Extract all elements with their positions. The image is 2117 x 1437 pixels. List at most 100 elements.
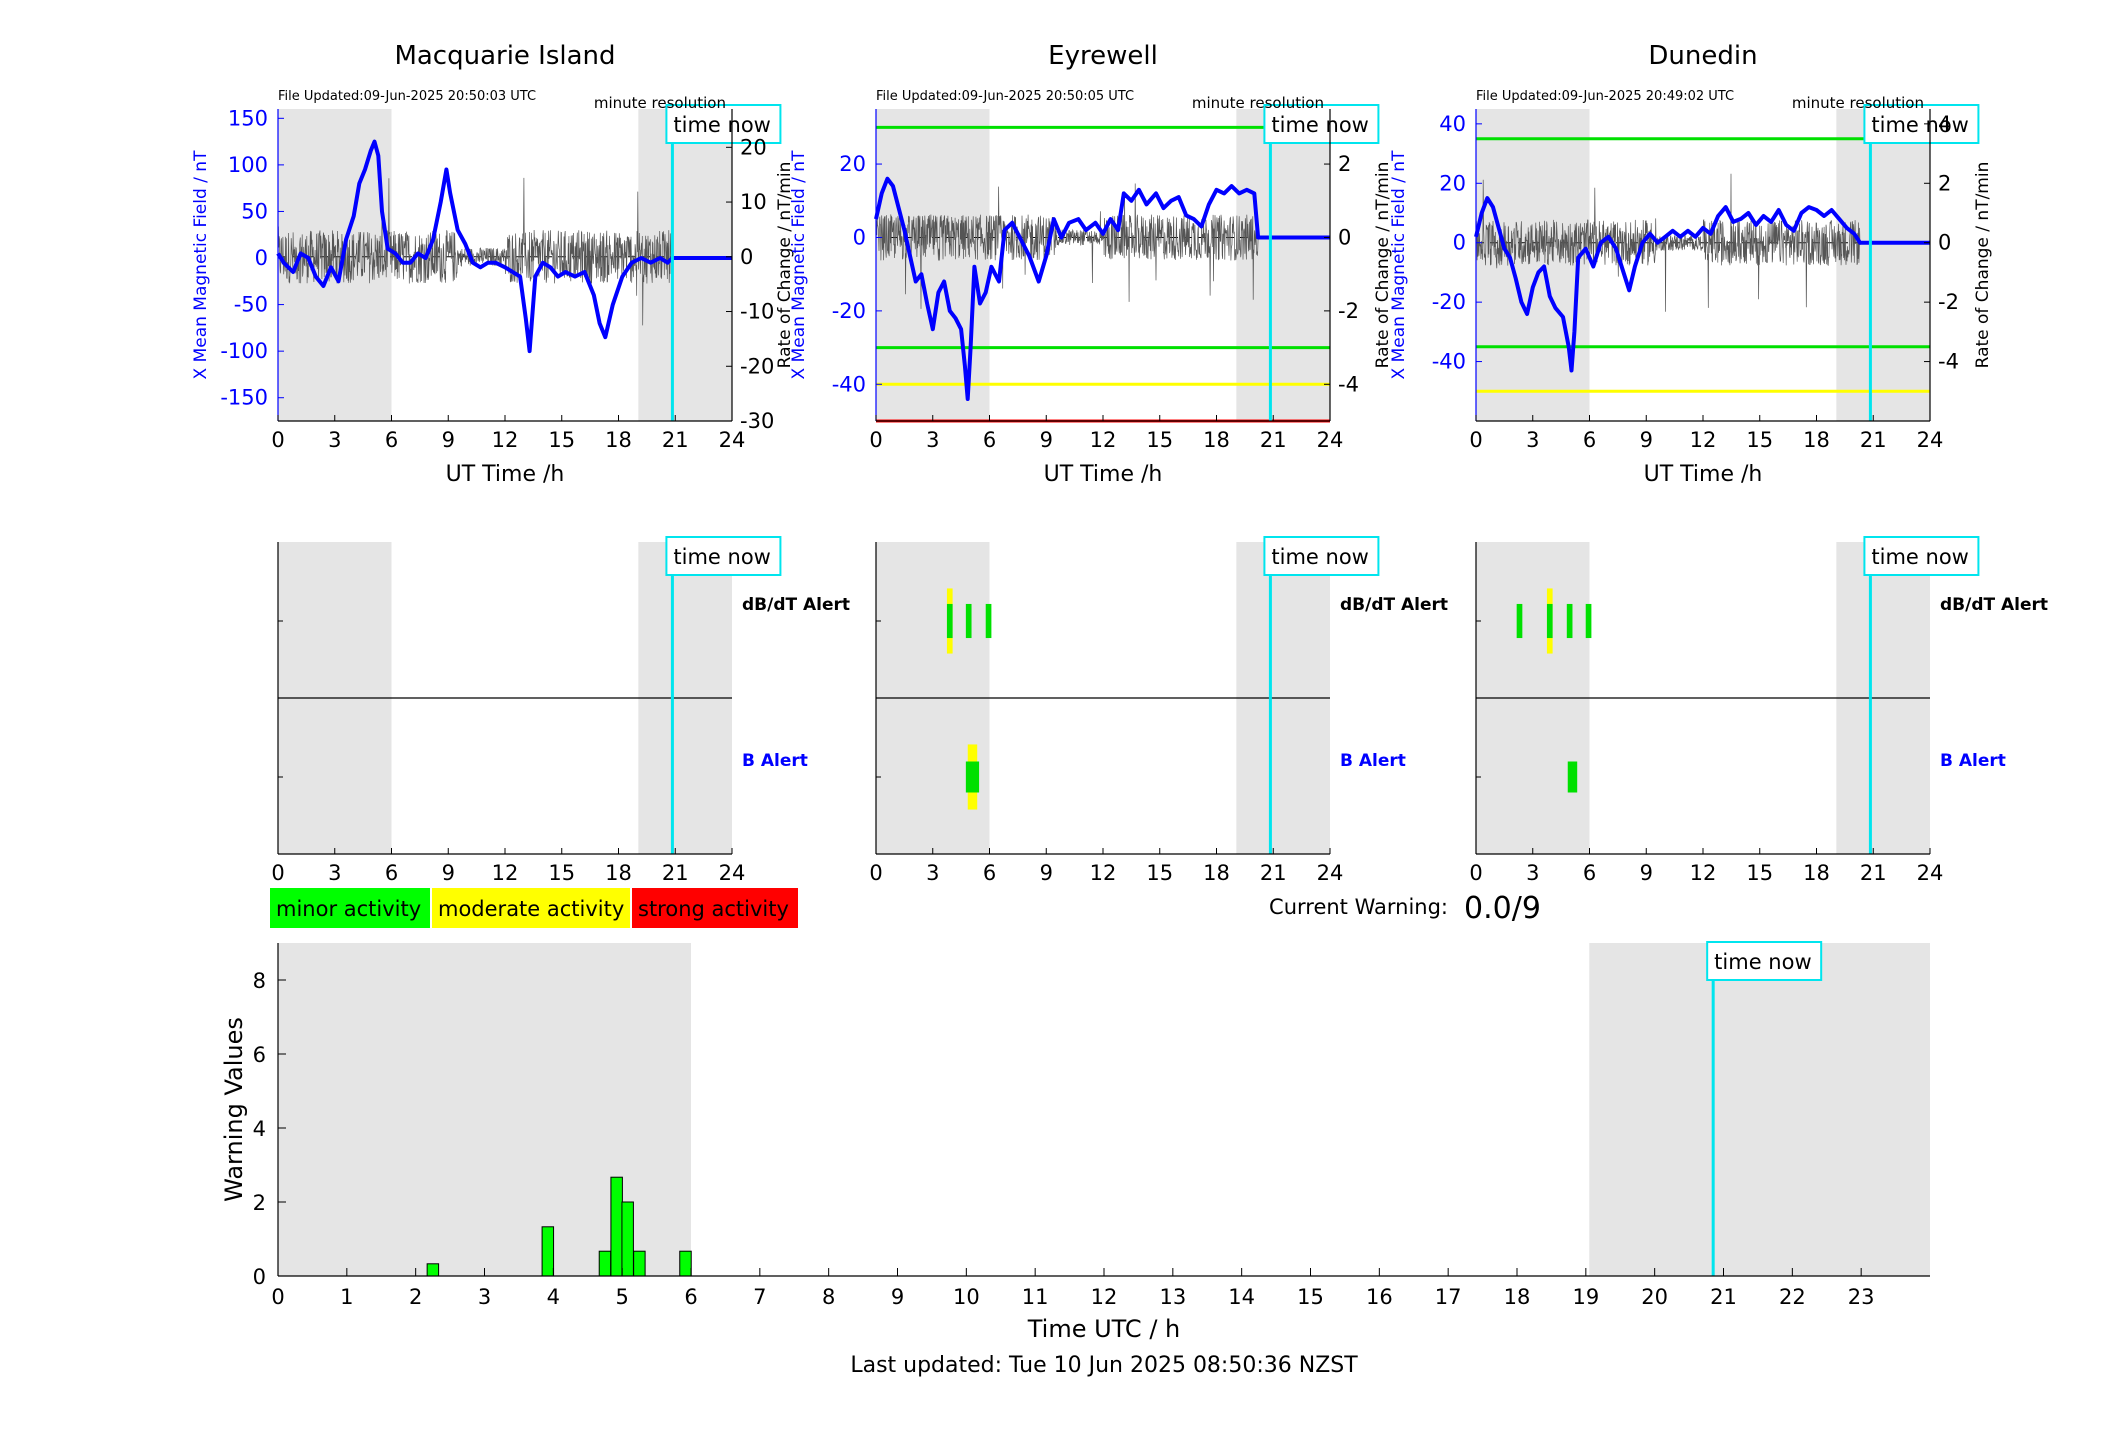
dbdt-alert-mark: [946, 603, 953, 639]
y-tick-label-right: -4: [1938, 350, 1959, 374]
resolution-text: minute resolution: [594, 94, 726, 112]
alert-x-tick-label: 21: [1860, 861, 1887, 885]
warning-x-tick-label: 18: [1504, 1285, 1531, 1309]
x-tick-label: 6: [983, 428, 996, 452]
warning-bar: [541, 1226, 555, 1277]
y-tick-label-left: 20: [839, 152, 866, 176]
warning-bar: [426, 1263, 440, 1277]
warning-y-tick-label: 4: [253, 1117, 266, 1141]
y-axis-label-left: X Mean Magnetic Field / nT: [789, 150, 809, 380]
y-tick-label-left: 0: [1453, 231, 1466, 255]
alert-x-tick-label: 12: [1690, 861, 1717, 885]
y-tick-label-right: 2: [1338, 152, 1351, 176]
last-updated-footer: Last updated: Tue 10 Jun 2025 08:50:36 N…: [850, 1353, 1358, 1378]
x-tick-label: 3: [926, 428, 939, 452]
warning-x-tick-label: 6: [684, 1285, 697, 1309]
x-tick-label: 24: [1917, 428, 1944, 452]
x-tick-label: 9: [1040, 428, 1053, 452]
warning-x-tick-label: 21: [1710, 1285, 1737, 1309]
warning-x-tick-label: 11: [1022, 1285, 1049, 1309]
warning-x-tick-label: 22: [1779, 1285, 1806, 1309]
warning-x-tick-label: 0: [271, 1285, 284, 1309]
alert-x-tick-label: 12: [1090, 861, 1117, 885]
warning-x-tick-label: 19: [1572, 1285, 1599, 1309]
y-axis-label-left: X Mean Magnetic Field / nT: [191, 150, 211, 380]
x-tick-label: 6: [385, 428, 398, 452]
y-axis-label-right: Rate of Change / nT/min: [775, 162, 795, 369]
warning-x-tick-label: 15: [1297, 1285, 1324, 1309]
x-tick-label: 18: [605, 428, 632, 452]
magnetic-field-series: [874, 176, 1330, 401]
warning-x-tick-label: 20: [1641, 1285, 1668, 1309]
x-tick-label: 0: [1469, 428, 1482, 452]
warning-x-tick-label: 12: [1091, 1285, 1118, 1309]
alert-x-tick-label: 18: [1803, 861, 1830, 885]
warning-y-tick-label: 0: [253, 1265, 266, 1289]
night-shade: [1836, 109, 1930, 421]
y-tick-label-right: -2: [1938, 290, 1959, 314]
y-tick-label-right: 0: [740, 245, 753, 269]
x-tick-label: 18: [1803, 428, 1830, 452]
legend-label: strong activity: [638, 897, 789, 921]
warning-bar: [598, 1250, 612, 1277]
y-tick-label-right: -30: [740, 409, 774, 433]
warning-x-tick-label: 3: [478, 1285, 491, 1309]
warning-bar: [621, 1201, 634, 1277]
magnetic-field-series: [276, 139, 732, 354]
warning-x-tick-label: 9: [891, 1285, 904, 1309]
alert-time-now-box: [1863, 536, 1980, 576]
warning-y-axis-label: Warning Values: [220, 1017, 248, 1202]
y-tick-label-right: 10: [740, 190, 767, 214]
dbdt-alert-mark: [1585, 603, 1592, 639]
night-shade: [1236, 109, 1330, 421]
warning-bar: [679, 1250, 692, 1277]
warning-x-tick-label: 7: [753, 1285, 766, 1309]
alert-x-tick-label: 3: [926, 861, 939, 885]
dbdt-alert-label: dB/dT Alert: [1340, 595, 1448, 615]
x-tick-label: 15: [1746, 428, 1773, 452]
dbdt-alert-mark: [985, 603, 992, 639]
warning-y-tick-label: 2: [253, 1191, 266, 1215]
legend-label: minor activity: [276, 897, 421, 921]
legend-swatch: [432, 888, 630, 928]
current-warning-label: Current Warning:: [1269, 895, 1448, 919]
y-tick-label-left: 20: [1439, 171, 1466, 195]
y-tick-label-right: 4: [1938, 112, 1951, 136]
warning-x-tick-label: 2: [409, 1285, 422, 1309]
alert-x-tick-label: 3: [1526, 861, 1539, 885]
b-alert-label: B Alert: [1340, 751, 1406, 771]
warning-time-now-label: time now: [1714, 950, 1811, 974]
alert-x-tick-label: 0: [869, 861, 882, 885]
b-alert-label: B Alert: [742, 751, 808, 771]
warning-time-now-box: [1706, 941, 1823, 981]
file-updated-text: File Updated:09-Jun-2025 20:50:03 UTC: [278, 89, 536, 104]
b-alert-label: B Alert: [1940, 751, 2006, 771]
time-now-box: [665, 104, 782, 144]
alert-x-tick-label: 15: [1746, 861, 1773, 885]
dbdt-alert-mark: [1546, 603, 1553, 639]
alert-x-tick-label: 9: [1040, 861, 1053, 885]
time-now-box: [1863, 104, 1980, 144]
y-tick-label-left: -40: [832, 372, 866, 396]
alert-x-tick-label: 3: [328, 861, 341, 885]
legend-label: moderate activity: [438, 897, 624, 921]
time-now-box: [1263, 104, 1380, 144]
alert-time-now-box: [1263, 536, 1380, 576]
warning-x-tick-label: 4: [547, 1285, 560, 1309]
time-now-label: time now: [1271, 113, 1368, 137]
x-tick-label: 12: [1690, 428, 1717, 452]
alert-x-tick-label: 9: [1640, 861, 1653, 885]
warning-x-axis-label: Time UTC / h: [1027, 1315, 1181, 1343]
x-axis-label: UT Time /h: [446, 462, 565, 487]
alert-x-tick-label: 21: [662, 861, 689, 885]
rate-of-change-series: [277, 177, 673, 326]
y-tick-label-left: -50: [234, 293, 268, 317]
y-tick-label-left: 150: [228, 106, 268, 130]
dbdt-alert-mark: [1516, 603, 1523, 639]
warning-x-tick-label: 14: [1228, 1285, 1255, 1309]
alert-time-now-label: time now: [673, 545, 770, 569]
y-tick-label-left: 0: [255, 246, 268, 270]
x-tick-label: 21: [1260, 428, 1287, 452]
time-now-label: time now: [1871, 113, 1968, 137]
